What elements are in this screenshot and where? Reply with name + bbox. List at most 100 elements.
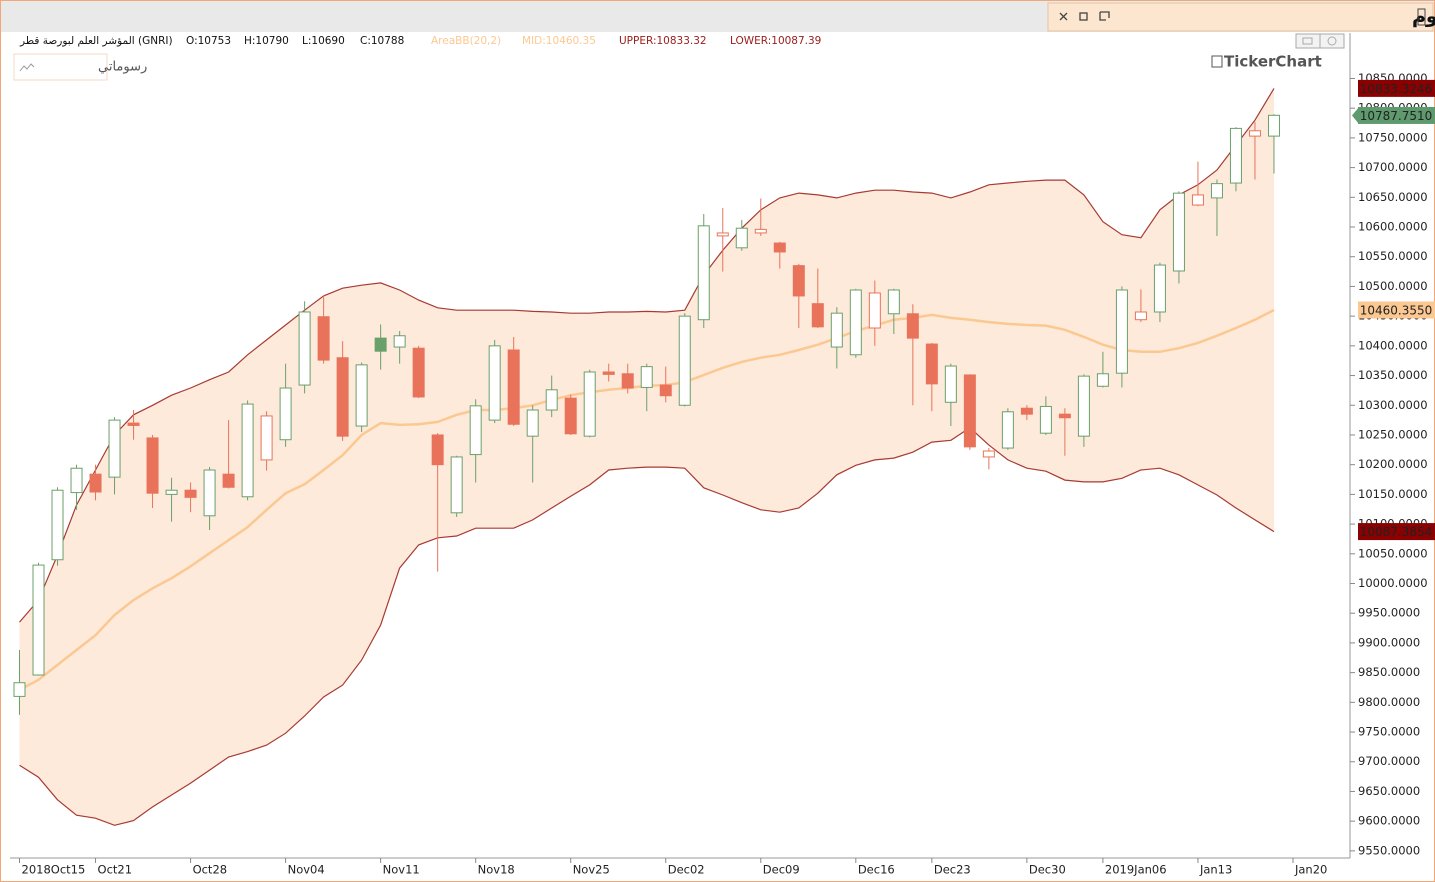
y-tick-label: 10400.0000 bbox=[1358, 338, 1428, 352]
candle-body bbox=[146, 437, 159, 494]
y-tick-label: 9600.0000 bbox=[1358, 814, 1420, 828]
button-frame[interactable] bbox=[13, 53, 108, 81]
x-tick-label: 2019Jan06 bbox=[1105, 863, 1167, 877]
detach-button[interactable] bbox=[1099, 11, 1110, 21]
candle-body bbox=[260, 415, 273, 461]
ohlc-close: C:10788 bbox=[360, 35, 404, 47]
candle-body bbox=[1248, 130, 1261, 137]
title-panel bbox=[1047, 2, 1434, 32]
x-tick-label: Nov18 bbox=[478, 863, 515, 877]
price-label-arrow bbox=[1352, 106, 1359, 124]
plot-area bbox=[13, 88, 1280, 826]
candle-body bbox=[355, 364, 368, 427]
ohlc-low: L:10690 bbox=[302, 35, 345, 47]
y-tick-label: 10650.0000 bbox=[1358, 190, 1428, 204]
candle-body bbox=[526, 409, 539, 437]
x-tick-label: Oct28 bbox=[193, 863, 228, 877]
candle-body bbox=[754, 228, 767, 234]
panel-settings[interactable] bbox=[1319, 33, 1345, 49]
maximize-panel[interactable] bbox=[1295, 33, 1321, 49]
candle-body bbox=[1267, 114, 1280, 137]
candle-body bbox=[431, 434, 444, 466]
candle-body bbox=[1020, 407, 1033, 415]
candle-body bbox=[583, 371, 596, 437]
candle-body bbox=[412, 347, 425, 398]
y-tick-label: 10550.0000 bbox=[1358, 249, 1428, 263]
candle-body bbox=[716, 232, 729, 237]
candle-body bbox=[849, 289, 862, 356]
candle-body bbox=[868, 292, 881, 329]
candle-body bbox=[982, 450, 995, 458]
y-tick-label: 9750.0000 bbox=[1358, 725, 1420, 739]
indicator-name: AreaBB(20,2) bbox=[431, 35, 501, 47]
x-tick-label: Nov11 bbox=[383, 863, 420, 877]
candle-body bbox=[13, 682, 26, 697]
candle-body bbox=[393, 335, 406, 348]
restore-button[interactable] bbox=[1079, 12, 1088, 21]
x-tick-label: Jan13 bbox=[1199, 863, 1232, 877]
y-tick-label: 10300.0000 bbox=[1358, 398, 1428, 412]
price-label-box bbox=[1358, 301, 1435, 319]
x-tick-label: Nov25 bbox=[573, 863, 610, 877]
x-tick-label: Nov04 bbox=[288, 863, 325, 877]
symbol-name: المؤشر العلم لبورصة قطر (GNRI) bbox=[19, 35, 173, 47]
candle-body bbox=[773, 242, 786, 253]
y-tick-label: 10500.0000 bbox=[1358, 279, 1428, 293]
candle-body bbox=[374, 337, 387, 352]
band-upper bbox=[19, 88, 1275, 623]
ohlc-high: H:10790 bbox=[244, 35, 289, 47]
candle-body bbox=[127, 422, 140, 426]
y-tick-label: 9950.0000 bbox=[1358, 606, 1420, 620]
price-label: 10460.3550 bbox=[1360, 303, 1433, 317]
y-tick-label: 10350.0000 bbox=[1358, 368, 1428, 382]
candle-body bbox=[1058, 413, 1071, 419]
candle-body bbox=[1229, 127, 1242, 184]
candle-body bbox=[659, 384, 672, 397]
candle-body bbox=[1001, 411, 1014, 449]
logo: TickerChart bbox=[1224, 53, 1322, 71]
drawings-button[interactable]: رسوماتي bbox=[13, 53, 147, 81]
drawings-label[interactable]: رسوماتي bbox=[98, 60, 147, 75]
candle-body bbox=[697, 225, 710, 321]
x-tick-label: 2018Oct15 bbox=[22, 863, 86, 877]
x-tick-label: Dec09 bbox=[763, 863, 800, 877]
candle-body bbox=[222, 473, 235, 488]
band-lower bbox=[19, 427, 1275, 826]
candle-body bbox=[887, 289, 900, 315]
candle-body bbox=[963, 374, 976, 448]
candle-body bbox=[32, 564, 45, 676]
candle-body bbox=[450, 456, 463, 514]
candle-body bbox=[203, 469, 216, 517]
y-tick-label: 9550.0000 bbox=[1358, 843, 1420, 857]
y-tick-label: 10600.0000 bbox=[1358, 220, 1428, 234]
candle-body bbox=[811, 303, 824, 328]
candle-body bbox=[165, 489, 178, 495]
candle-body bbox=[1172, 192, 1185, 272]
indicator-mid: MID:10460.35 bbox=[522, 35, 596, 47]
candle-body bbox=[1096, 373, 1109, 387]
candle-body bbox=[640, 366, 653, 388]
candle-body bbox=[621, 373, 634, 389]
y-tick-label: 10000.0000 bbox=[1358, 576, 1428, 590]
candle-body bbox=[70, 467, 83, 494]
candle-body bbox=[678, 315, 691, 406]
candle-body bbox=[1153, 264, 1166, 313]
x-tick-label: Dec30 bbox=[1029, 863, 1066, 877]
y-tick-label: 9700.0000 bbox=[1358, 754, 1420, 768]
y-tick-label: 10150.0000 bbox=[1358, 487, 1428, 501]
x-tick-label: Dec16 bbox=[858, 863, 895, 877]
band-area bbox=[19, 88, 1274, 826]
price-label-box bbox=[1358, 106, 1435, 124]
close-button[interactable] bbox=[1059, 12, 1068, 21]
candle-body bbox=[317, 316, 330, 361]
y-tick-label: 9800.0000 bbox=[1358, 695, 1420, 709]
candle-body bbox=[298, 311, 311, 386]
drawings-icon bbox=[19, 63, 35, 72]
candle-body bbox=[241, 403, 254, 498]
x-tick-label: Dec02 bbox=[668, 863, 705, 877]
candle-body bbox=[1077, 375, 1090, 437]
maximize-icon bbox=[1302, 37, 1313, 45]
info-line: المؤشر العلم لبورصة قطر (GNRI) O:10753 H… bbox=[19, 35, 821, 47]
title-checkbox[interactable] bbox=[1417, 8, 1426, 26]
price-label-box bbox=[1358, 79, 1435, 97]
